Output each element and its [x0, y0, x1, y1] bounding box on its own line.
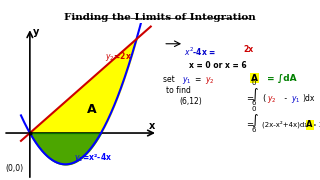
- Text: $y_1$: $y_1$: [182, 75, 192, 86]
- Text: = ∫dA: = ∫dA: [267, 73, 297, 83]
- Text: A: A: [87, 103, 96, 116]
- Text: A: A: [307, 120, 313, 129]
- Text: A: A: [251, 73, 258, 82]
- Text: ──────────────────────────────────────────: ────────────────────────────────────────…: [71, 16, 249, 22]
- Text: 6: 6: [251, 100, 256, 106]
- Text: $x^2$-4x =: $x^2$-4x =: [184, 45, 217, 58]
- Text: ∫: ∫: [251, 88, 258, 101]
- Text: set: set: [163, 75, 177, 84]
- Text: $y_1$=x²-4x: $y_1$=x²-4x: [74, 151, 113, 164]
- Text: =: =: [195, 75, 204, 84]
- Text: )dx: )dx: [302, 94, 315, 103]
- Text: 2x: 2x: [243, 45, 253, 54]
- Text: $y_2$: $y_2$: [267, 94, 277, 105]
- Text: y: y: [33, 27, 39, 37]
- Text: $y_1$: $y_1$: [291, 94, 301, 105]
- Text: =: =: [246, 120, 253, 129]
- Text: Finding the Limits of Integration: Finding the Limits of Integration: [64, 13, 256, 22]
- Text: to find: to find: [166, 86, 191, 95]
- Text: =: =: [246, 94, 253, 103]
- Text: 0: 0: [251, 106, 256, 112]
- Text: x: x: [149, 121, 155, 131]
- Text: 0: 0: [251, 80, 256, 86]
- Text: 6: 6: [251, 127, 256, 133]
- Text: $y_2$=2x: $y_2$=2x: [105, 50, 132, 63]
- Text: $y_2$: $y_2$: [205, 75, 214, 86]
- Text: ∫: ∫: [251, 114, 258, 127]
- Text: -: -: [282, 94, 289, 103]
- Text: (: (: [262, 94, 266, 103]
- Text: (2x-x²+4x)dx = 36 =: (2x-x²+4x)dx = 36 =: [262, 120, 320, 128]
- Text: x = 0 or x = 6: x = 0 or x = 6: [189, 61, 246, 70]
- Text: (6,12): (6,12): [179, 97, 202, 106]
- Text: (0,0): (0,0): [5, 164, 23, 173]
